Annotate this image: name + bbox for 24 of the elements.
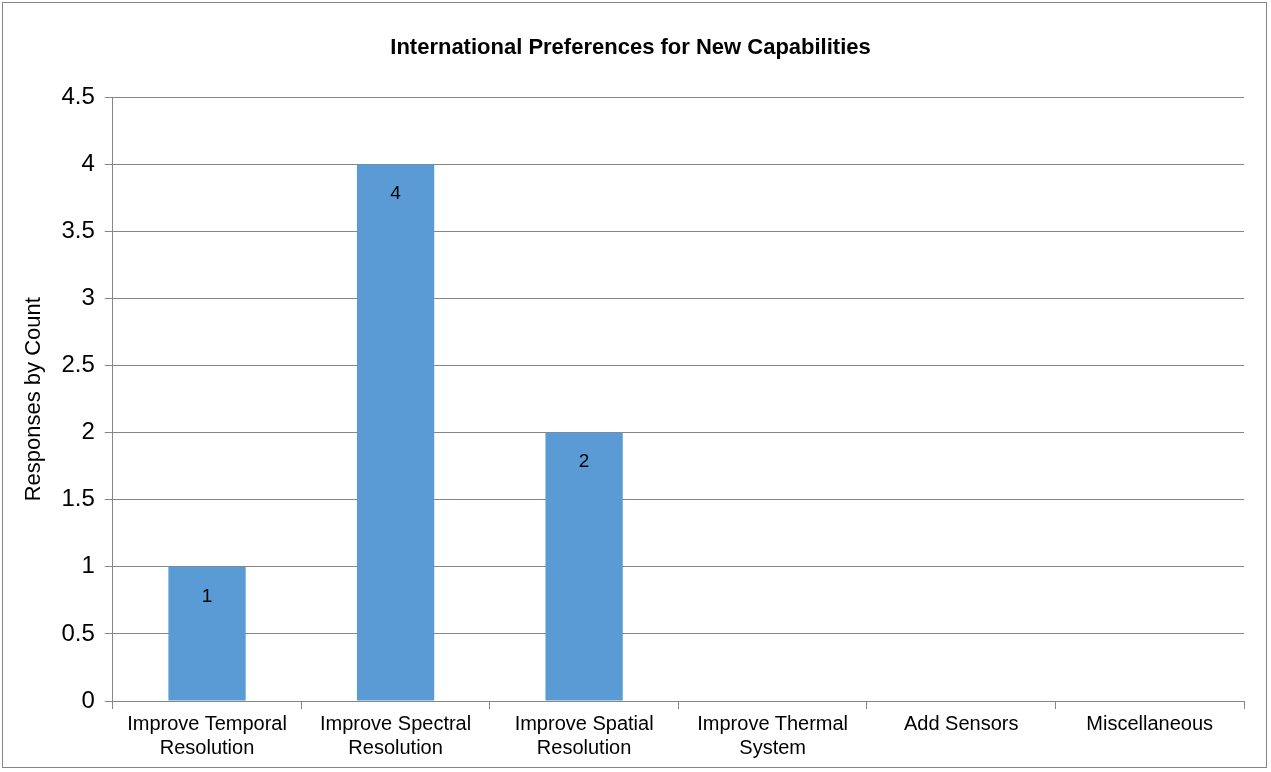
y-tick-label: 3 bbox=[81, 283, 95, 311]
x-tick-label: Add Sensors bbox=[903, 711, 1019, 734]
x-tick-label: Improve Thermal System bbox=[697, 711, 849, 758]
bar bbox=[168, 566, 246, 701]
x-tick-label: Improve Spatial Resolution bbox=[514, 711, 654, 758]
y-tick-label: 2.5 bbox=[61, 350, 95, 378]
data-label: 4 bbox=[390, 182, 402, 204]
y-axis-title: Responses by Count bbox=[20, 297, 46, 502]
y-tick-label: 3.5 bbox=[61, 216, 95, 244]
x-tick-label: Miscellaneous bbox=[1086, 711, 1214, 734]
y-tick-label: 1.5 bbox=[61, 484, 95, 512]
y-tick-label: 0.5 bbox=[61, 618, 95, 646]
data-label: 1 bbox=[201, 584, 213, 606]
x-tick-label: Improve Spectral Resolution bbox=[319, 711, 472, 758]
y-tick-label: 4.5 bbox=[61, 82, 95, 110]
y-tick-label: 4 bbox=[81, 149, 95, 177]
bar bbox=[356, 164, 435, 701]
data-label: 2 bbox=[578, 450, 590, 472]
bar bbox=[545, 432, 623, 701]
y-tick-label: 1 bbox=[81, 551, 95, 579]
y-tick-label: 0 bbox=[81, 685, 95, 713]
y-tick-label: 2 bbox=[81, 417, 95, 445]
x-tick-label: Improve Temporal Resolution bbox=[127, 711, 287, 758]
chart-title: International Preferences for New Capabilities bbox=[390, 34, 871, 60]
